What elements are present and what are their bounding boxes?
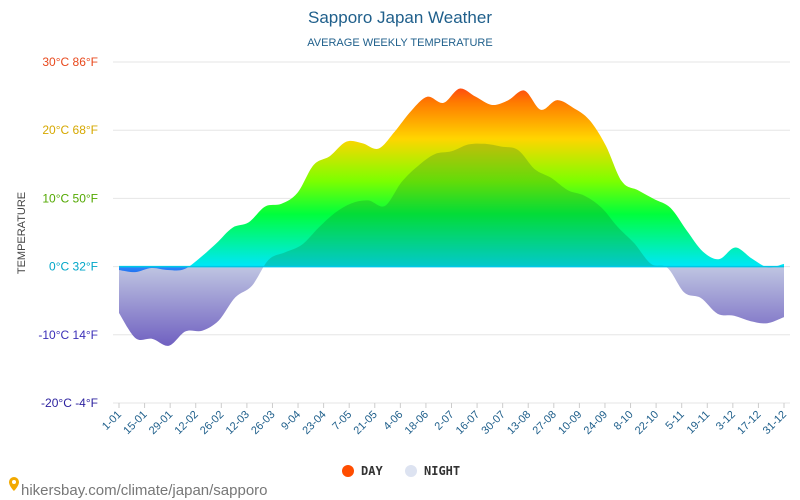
x-tick-label: 5-11 <box>663 409 686 432</box>
x-tick-label: 17-12 <box>735 409 763 437</box>
y-tick-label: 30°C 86°F <box>42 55 98 69</box>
legend-day-dot <box>342 465 354 477</box>
x-tick-label: 13-08 <box>505 409 533 437</box>
legend-day-label: DAY <box>361 464 383 478</box>
legend-night-dot <box>405 465 417 477</box>
x-tick-label: 31-12 <box>761 409 789 437</box>
legend-night-label: NIGHT <box>424 464 460 478</box>
day-area <box>119 88 784 267</box>
x-tick-label: 12-03 <box>224 409 252 437</box>
x-tick-label: 29-01 <box>147 409 175 437</box>
x-tick-label: 15-01 <box>121 409 149 437</box>
source-link[interactable]: hikersbay.com/climate/japan/sapporo <box>8 476 268 499</box>
chart-subtitle: AVERAGE WEEKLY TEMPERATURE <box>307 37 492 49</box>
source-text: hikersbay.com/climate/japan/sapporo <box>21 482 268 499</box>
y-tick-label: -10°C 14°F <box>38 328 98 342</box>
y-tick-label: 10°C 50°F <box>42 191 98 205</box>
x-tick-label: 30-07 <box>479 409 507 437</box>
x-tick-label: 26-02 <box>198 409 226 437</box>
chart-title: Sapporo Japan Weather <box>308 8 492 27</box>
plot-areas <box>119 88 784 346</box>
legend-item-night[interactable]: NIGHT <box>405 464 460 478</box>
x-tick-label: 26-03 <box>249 409 277 437</box>
x-tick-label: 21-05 <box>352 409 380 437</box>
x-tick-label: 16-07 <box>454 409 482 437</box>
legend[interactable]: DAY NIGHT <box>342 464 460 478</box>
x-tick-label: 12-02 <box>172 409 200 437</box>
y-tick-label: 20°C 68°F <box>42 123 98 137</box>
x-tick-label: 19-11 <box>685 409 713 437</box>
legend-item-day[interactable]: DAY <box>342 464 383 478</box>
night-area-above-zero <box>119 143 784 267</box>
x-tick-label: 27-08 <box>531 409 559 437</box>
night-area <box>119 266 784 346</box>
x-tick-label: 18-06 <box>403 409 431 437</box>
x-tick-label: 10-09 <box>556 409 584 437</box>
x-tick-label: 22-10 <box>633 409 661 437</box>
y-axis-label: TEMPERATURE <box>16 192 28 274</box>
y-tick-label: -20°C -4°F <box>41 396 98 410</box>
location-pin-dot <box>12 480 16 484</box>
y-tick-label: 0°C 32°F <box>49 260 98 274</box>
x-tick-label: 24-09 <box>582 409 610 437</box>
y-tick-labels: 30°C 86°F 20°C 68°F 10°C 50°F 0°C 32°F -10°C… <box>38 55 98 410</box>
x-tick-label: 23-04 <box>300 409 328 437</box>
